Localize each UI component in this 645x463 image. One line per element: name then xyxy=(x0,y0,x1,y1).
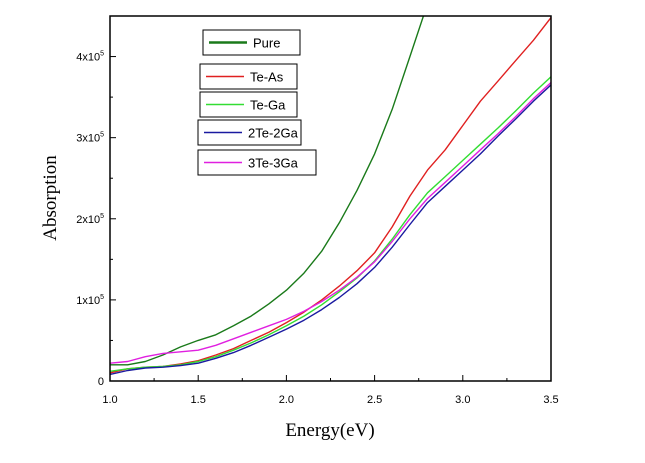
legend-label: 2Te-2Ga xyxy=(248,126,299,141)
legend-item: Te-As xyxy=(199,63,298,90)
series-line-te-as xyxy=(110,17,551,374)
legend-item: 3Te-3Ga xyxy=(197,149,317,176)
series-line-3te-3ga xyxy=(110,81,551,364)
legend-label: Te-As xyxy=(250,70,284,85)
legend: Pure Te-As Te-Ga 2Te-2Ga 3Te-3Ga xyxy=(197,29,317,176)
x-axis: 1.0 1.5 2.0 2.5 3.0 3.5 xyxy=(102,375,559,406)
y-tick-base: 3x10 xyxy=(76,133,100,145)
x-tick-label: 1.5 xyxy=(191,394,206,406)
y-tick-label: 2x105 xyxy=(76,213,104,226)
y-tick-label: 0 xyxy=(98,376,104,388)
series-line-2te-2ga xyxy=(110,84,551,376)
legend-label: Pure xyxy=(253,36,280,51)
legend-item: Te-Ga xyxy=(199,91,298,118)
y-tick-label: 3x105 xyxy=(76,132,104,145)
y-tick-base: 4x10 xyxy=(76,52,100,64)
legend-item: Pure xyxy=(202,29,301,56)
x-tick-label: 2.0 xyxy=(279,394,294,406)
plot-frame xyxy=(109,15,552,382)
x-tick-label: 2.5 xyxy=(367,394,382,406)
series-line-te-ga xyxy=(110,76,551,372)
x-tick-label: 3.0 xyxy=(455,394,470,406)
legend-box xyxy=(199,63,298,90)
y-tick-exponent: 5 xyxy=(100,213,104,220)
x-tick-label: 3.5 xyxy=(543,394,558,406)
y-axis-title: Absorption xyxy=(40,155,61,241)
y-tick-label: 4x105 xyxy=(76,51,104,64)
y-tick-exponent: 5 xyxy=(100,132,104,139)
y-tick-base: 1x10 xyxy=(76,295,100,307)
y-tick-base: 2x10 xyxy=(76,214,100,226)
y-tick-exponent: 5 xyxy=(100,294,104,301)
series-layer xyxy=(110,16,551,376)
x-tick-label: 1.0 xyxy=(102,394,117,406)
legend-item: 2Te-2Ga xyxy=(197,119,302,146)
x-axis-title: Energy(eV) xyxy=(285,420,374,441)
legend-label: Te-Ga xyxy=(250,98,286,113)
y-tick-label: 1x105 xyxy=(76,294,104,307)
legend-label: 3Te-3Ga xyxy=(248,156,299,171)
y-tick-exponent: 5 xyxy=(100,51,104,58)
